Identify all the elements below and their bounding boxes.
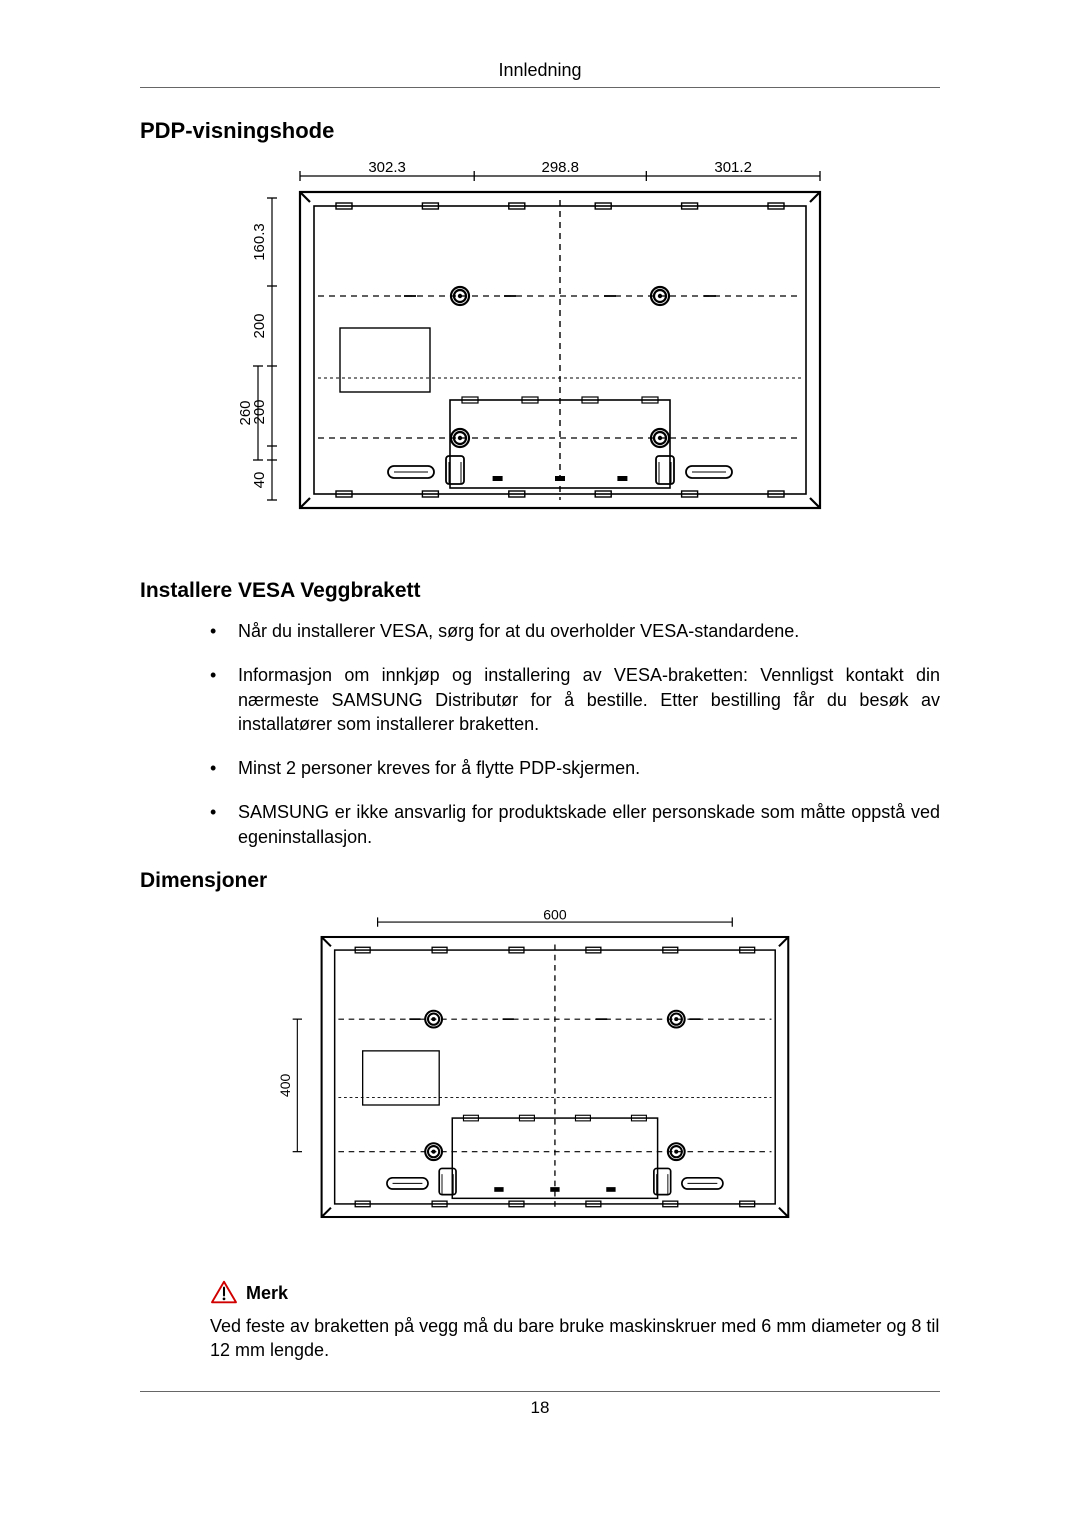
page-number: 18 xyxy=(140,1398,940,1418)
diagram-dimensions: 600 400 xyxy=(140,909,940,1250)
note-label: Merk xyxy=(246,1283,288,1304)
svg-text:302.3: 302.3 xyxy=(368,159,406,176)
footer-divider xyxy=(140,1391,940,1392)
section-title-pdp: PDP-visningshode xyxy=(140,118,940,144)
svg-text:160.3: 160.3 xyxy=(251,223,268,261)
page: Innledning PDP-visningshode 302.3 298.8 30… xyxy=(0,0,1080,1527)
svg-text:260: 260 xyxy=(237,400,254,425)
section-title-vesa: Installere VESA Veggbrakett xyxy=(140,579,940,603)
list-item: Minst 2 personer kreves for å flytte PDP… xyxy=(210,756,940,780)
bullet-list: Når du installerer VESA, sørg for at du … xyxy=(210,619,940,849)
svg-text:400: 400 xyxy=(277,1074,293,1098)
diagram-pdp: 302.3298.8301.2160.320020026040 xyxy=(140,158,940,543)
warning-icon xyxy=(210,1280,238,1304)
section-title-dimensions: Dimensjoner xyxy=(140,869,940,893)
svg-text:40: 40 xyxy=(251,472,268,489)
note-text: Ved feste av braketten på vegg må du bar… xyxy=(210,1314,940,1363)
list-item: Når du installerer VESA, sørg for at du … xyxy=(210,619,940,643)
svg-text:301.2: 301.2 xyxy=(714,159,752,176)
svg-text:600: 600 xyxy=(543,909,567,922)
svg-text:200: 200 xyxy=(251,313,268,338)
svg-text:298.8: 298.8 xyxy=(541,159,579,176)
list-item: Informasjon om innkjøp og installering a… xyxy=(210,663,940,736)
diagram-pdp-svg: 302.3298.8301.2160.320020026040 xyxy=(230,158,850,538)
diagram-dimensions-svg: 600 400 xyxy=(260,909,820,1245)
page-header: Innledning xyxy=(140,60,940,81)
list-item: SAMSUNG er ikke ansvarlig for produktska… xyxy=(210,800,940,849)
note-row: Merk xyxy=(210,1280,940,1304)
divider xyxy=(140,87,940,88)
